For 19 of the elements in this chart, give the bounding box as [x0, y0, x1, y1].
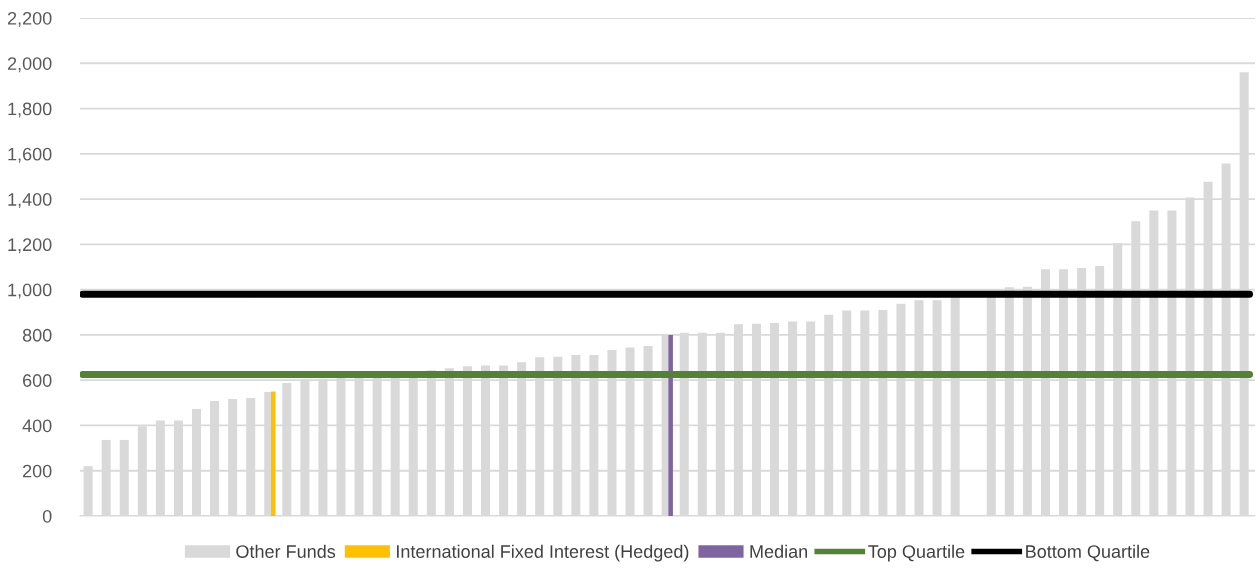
- legend-label: Median: [750, 544, 808, 558]
- bar: [271, 391, 276, 516]
- legend-label: Top Quartile: [868, 544, 965, 562]
- y-tick-label: 1,400: [8, 193, 52, 208]
- y-tick-label: 0: [42, 509, 52, 523]
- legend-label: Bottom Quartile: [1026, 544, 1150, 562]
- bar: [668, 334, 673, 516]
- y-tick-label: 600: [23, 374, 52, 387]
- y-tick-label: 1,600: [8, 147, 52, 163]
- legend-label: Other Funds: [236, 544, 336, 558]
- y-tick-label: 1,000: [8, 283, 52, 299]
- y-tick-label: 200: [23, 464, 52, 478]
- legend-label: International Fixed Interest (Hedged): [397, 544, 689, 562]
- y-tick-label: 2,000: [7, 57, 52, 73]
- y-tick-label: 1,200: [8, 238, 52, 254]
- y-tick-label: 2,200: [7, 11, 52, 27]
- y-tick-label: 1,800: [8, 102, 52, 118]
- y-tick-label: 400: [22, 419, 52, 433]
- y-tick-label: 800: [22, 328, 52, 342]
